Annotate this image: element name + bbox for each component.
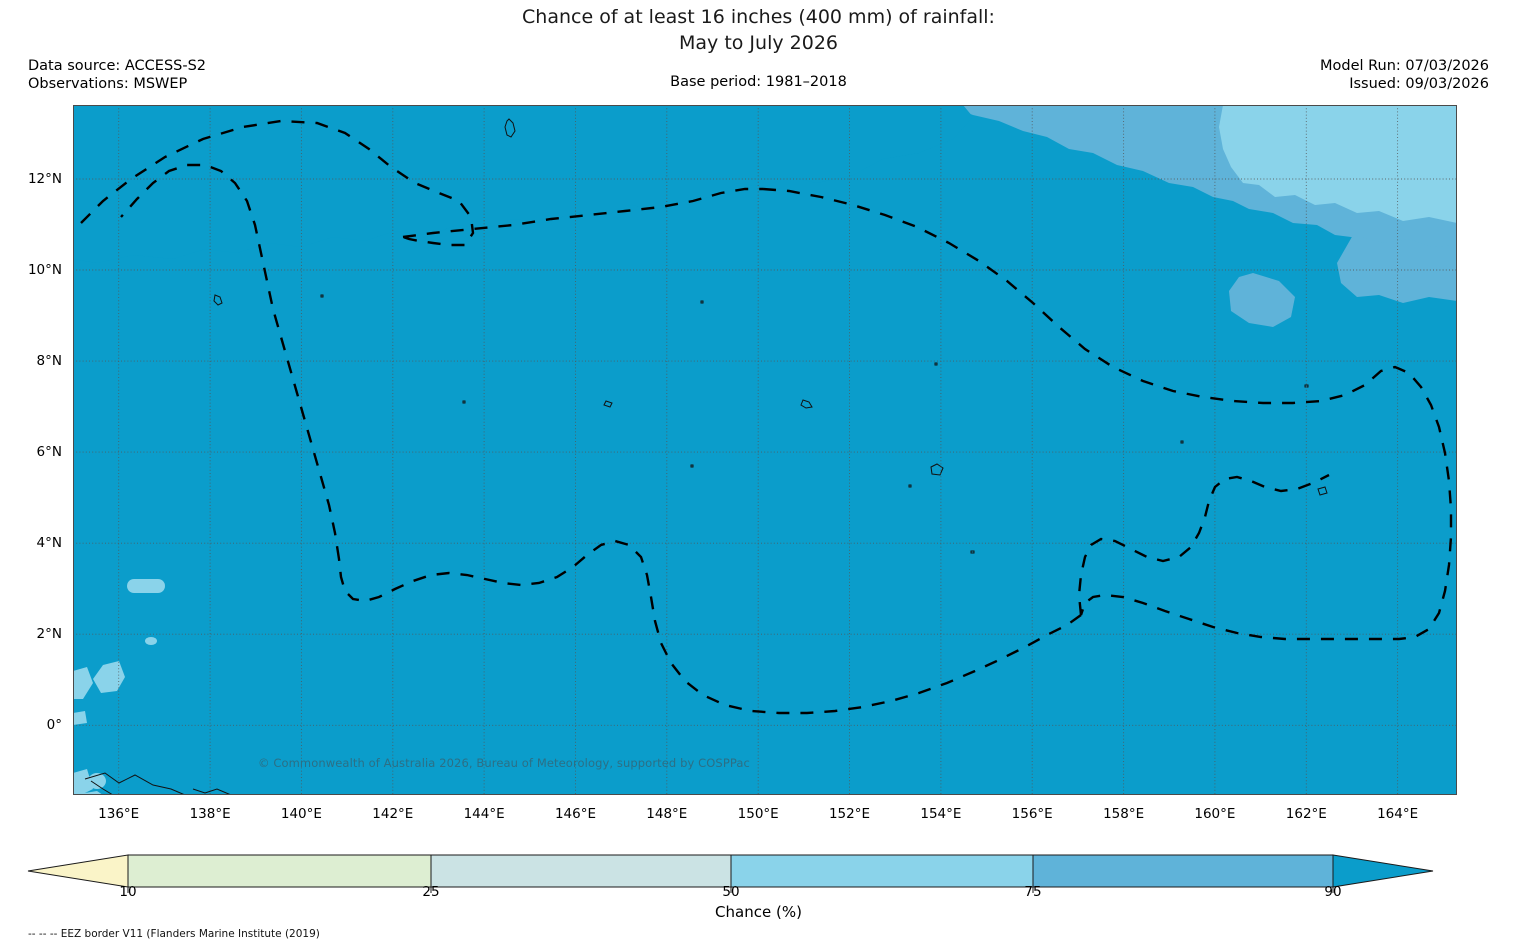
ytick-4N: 4°N <box>36 535 62 552</box>
colorbar-tick-90: 90 <box>1324 884 1342 900</box>
xtick-164E: 164°E <box>1377 806 1419 822</box>
xtick-150E: 150°E <box>737 806 779 822</box>
colorbar-segment-10-25 <box>127 854 432 888</box>
xtick-158E: 158°E <box>1103 806 1145 822</box>
ytick-12N: 12°N <box>27 171 62 187</box>
model-run-text: Model Run: 07/03/2026 <box>1319 58 1489 74</box>
xtick-144E: 144°E <box>463 806 505 822</box>
xtick-160E: 160°E <box>1194 806 1236 822</box>
ytick-2N: 2°N <box>36 626 62 643</box>
prob-tongue-gt90 <box>73 105 973 263</box>
xtick-156E: 156°E <box>1011 806 1053 822</box>
issued-text: Issued: 09/03/2026 <box>1349 76 1489 92</box>
colorbar-tick-50: 50 <box>722 884 740 900</box>
xtick-136E: 136°E <box>98 806 140 822</box>
base-period-text: Base period: 1981–2018 <box>670 74 847 90</box>
colorbar-segment-75-90 <box>1032 854 1334 888</box>
xtick-140E: 140°E <box>280 806 322 822</box>
xtick-162E: 162°E <box>1285 806 1327 822</box>
coastline-outlines <box>84 118 1328 795</box>
colorbar-tick-25: 25 <box>422 884 440 900</box>
colorbar-tickmarks <box>127 887 1334 893</box>
page-title: Chance of at least 16 inches (400 mm) of… <box>522 6 995 54</box>
xtick-146E: 146°E <box>554 806 597 822</box>
colorbar-segment-gt90 <box>1332 854 1434 888</box>
xtick-152E: 152°E <box>828 806 871 822</box>
observations-text: Observations: MSWEP <box>28 76 188 92</box>
map-gridlines <box>73 105 1457 795</box>
eez-legend-note: -- -- -- EEZ border V11 (Flanders Marine… <box>28 928 320 940</box>
forecast-map[interactable]: © Commonwealth of Australia 2026, Bureau… <box>73 105 1457 795</box>
xtick-148E: 148°E <box>646 806 688 822</box>
colorbar-segment-50-75 <box>730 854 1034 888</box>
copyright-watermark: © Commonwealth of Australia 2026, Bureau… <box>258 756 750 770</box>
ytick-6N: 6°N <box>36 444 62 461</box>
colorbar-segment-lt10 <box>27 854 129 888</box>
prob-pocket2-75-90 <box>1229 273 1295 327</box>
eez-border <box>80 119 1453 715</box>
ytick-8N: 8°N <box>36 353 62 370</box>
colorbar[interactable] <box>0 848 1517 894</box>
prob-pocket-75-90 <box>1337 235 1457 303</box>
ytick-10N: 10°N <box>27 262 62 278</box>
colorbar-segment-25-50 <box>430 854 732 888</box>
data-source-text: Data source: ACCESS-S2 <box>28 58 207 74</box>
colorbar-label: Chance (%) <box>715 903 802 921</box>
xtick-142E: 142°E <box>372 806 414 822</box>
xtick-154E: 154°E <box>920 806 962 822</box>
xtick-138E: 138°E <box>189 806 231 822</box>
colorbar-tick-10: 10 <box>119 884 137 900</box>
ytick-0: 0° <box>46 717 62 734</box>
run-metadata: Model Run: 07/03/2026 Issued: 09/03/2026 <box>1320 57 1489 93</box>
source-metadata: Data source: ACCESS-S2 Observations: MSW… <box>28 57 206 93</box>
colorbar-tick-75: 75 <box>1024 884 1042 900</box>
